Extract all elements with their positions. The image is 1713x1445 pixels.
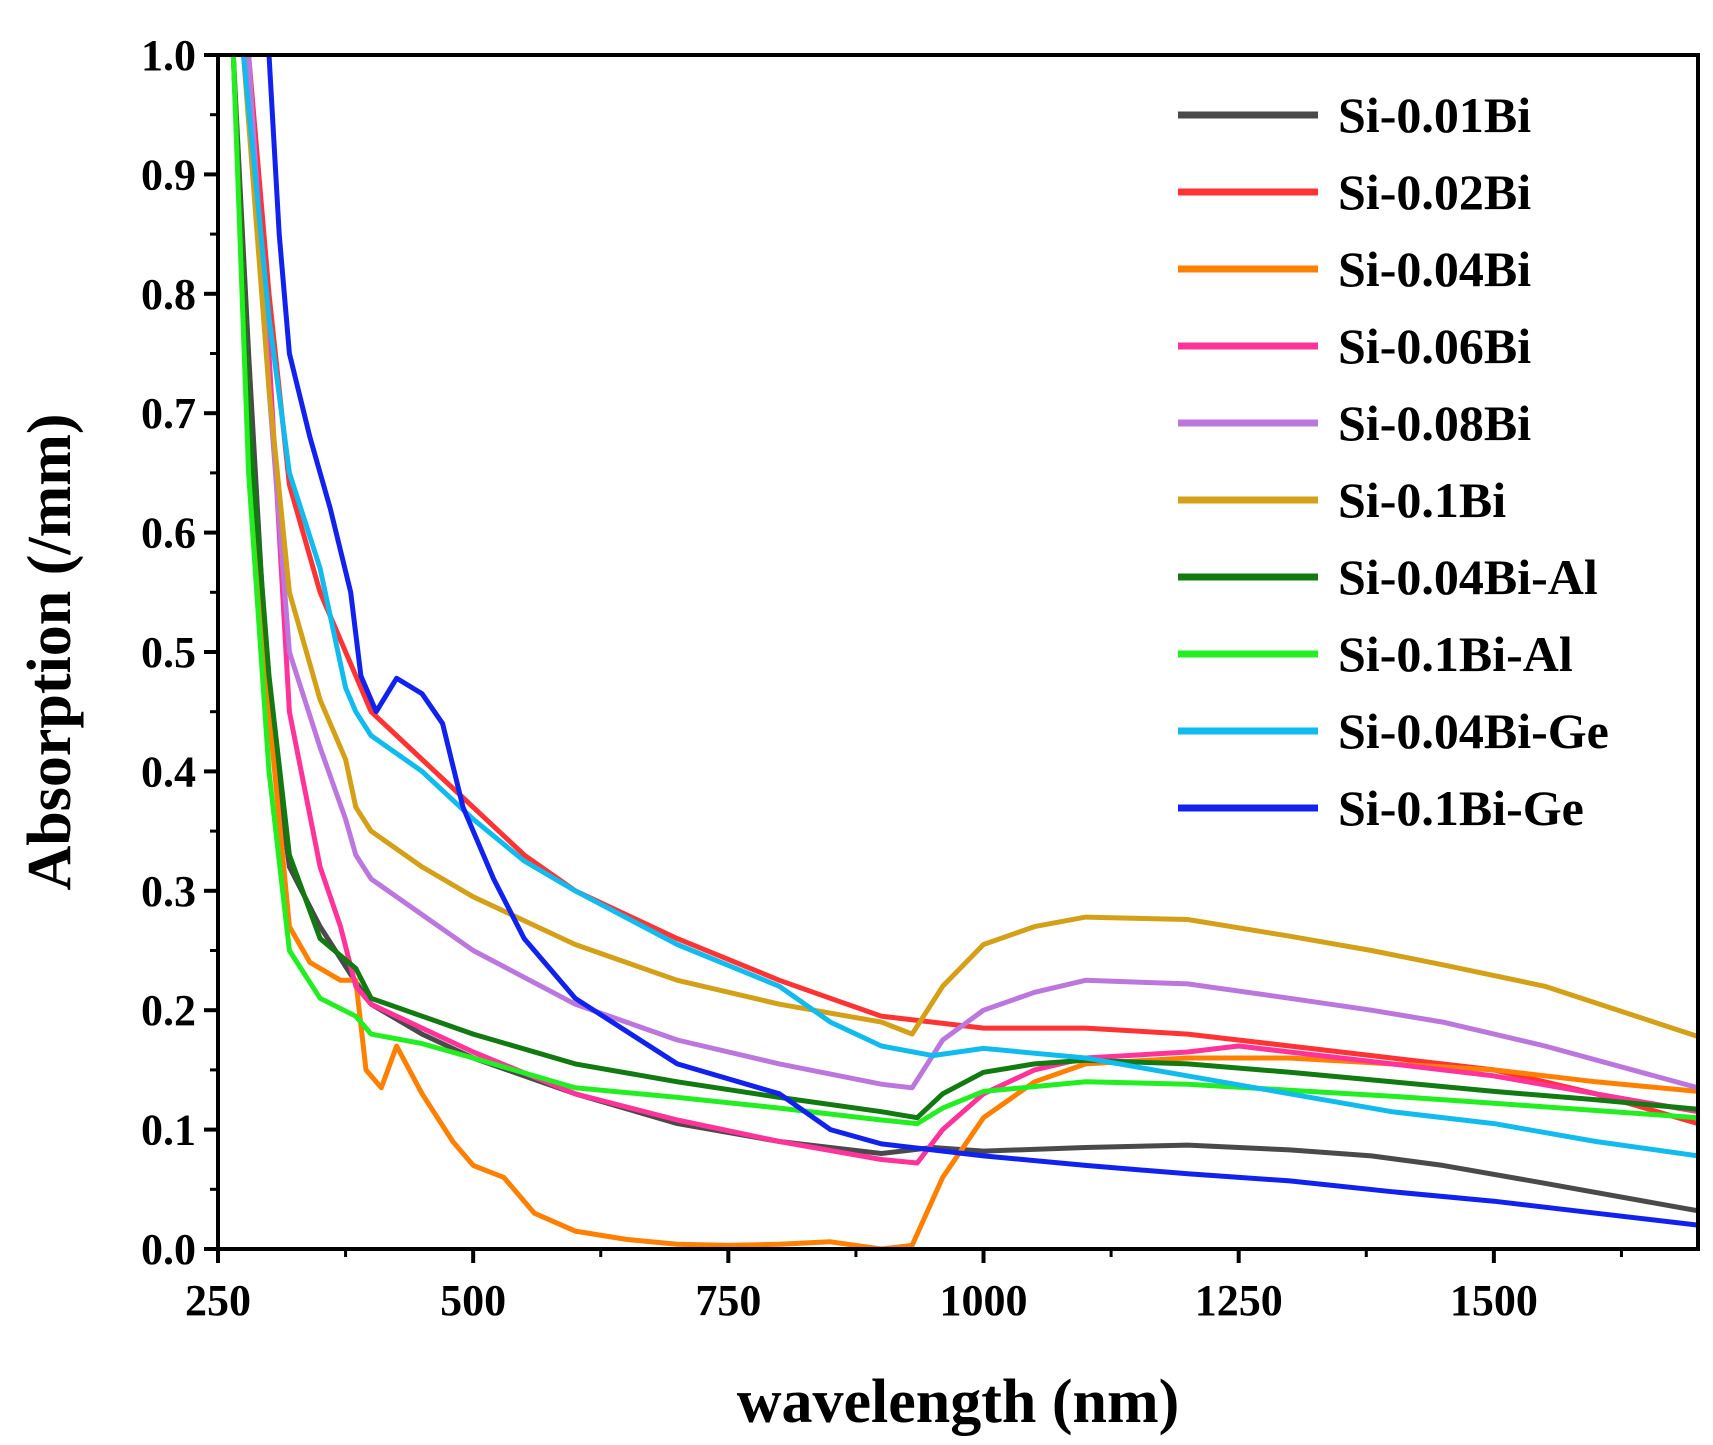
y-tick-label: 0.0 <box>141 1225 196 1274</box>
y-tick-label: 0.3 <box>141 867 196 916</box>
y-tick-label: 0.8 <box>141 270 196 319</box>
y-tick-label: 0.1 <box>141 1106 196 1155</box>
y-tick-label: 0.6 <box>141 509 196 558</box>
series-line-8 <box>241 55 1698 1159</box>
series-line-5 <box>241 55 1698 1039</box>
y-axis-title: Absorption (/mm) <box>16 413 84 890</box>
series-line-3 <box>246 55 1698 1166</box>
series-line-7 <box>230 55 1698 1127</box>
y-tick-label: 0.5 <box>141 628 196 677</box>
series-line-9 <box>266 55 1698 1228</box>
legend-label-8: Si-0.04Bi-Ge <box>1338 703 1609 759</box>
legend-label-6: Si-0.04Bi-Al <box>1338 549 1598 605</box>
x-tick-label: 1000 <box>940 1276 1028 1325</box>
series-line-4 <box>246 55 1698 1091</box>
y-tick-label: 0.2 <box>141 986 196 1035</box>
y-tick-label: 0.4 <box>141 747 196 796</box>
legend-label-2: Si-0.04Bi <box>1338 241 1531 297</box>
x-tick-label: 1250 <box>1195 1276 1283 1325</box>
legend-label-7: Si-0.1Bi-Al <box>1338 626 1573 682</box>
legend: Si-0.01Bi Si-0.02Bi Si-0.04Bi Si-0.06Bi Si-0… <box>1178 87 1609 836</box>
legend-label-0: Si-0.01Bi <box>1338 87 1531 143</box>
plot-series <box>230 55 1698 1249</box>
y-tick-label: 1.0 <box>141 31 196 80</box>
legend-label-1: Si-0.02Bi <box>1338 164 1531 220</box>
legend-label-3: Si-0.06Bi <box>1338 318 1531 374</box>
x-tick-label: 1500 <box>1450 1276 1538 1325</box>
axes: 250 500 750 1000 1250 1500 0.0 0.1 0.2 0.3 0.4 0.5 0… <box>141 31 1623 1325</box>
x-tick-label: 750 <box>695 1276 761 1325</box>
legend-label-5: Si-0.1Bi <box>1338 472 1506 528</box>
legend-label-4: Si-0.08Bi <box>1338 395 1531 451</box>
series-line-2 <box>230 55 1698 1249</box>
x-tick-label: 500 <box>440 1276 506 1325</box>
y-tick-label: 0.9 <box>141 150 196 199</box>
x-axis-title: wavelength (nm) <box>737 1368 1180 1436</box>
legend-label-9: Si-0.1Bi-Ge <box>1338 780 1584 836</box>
series-line-6 <box>230 55 1698 1121</box>
series-line-1 <box>246 55 1698 1127</box>
y-tick-label: 0.7 <box>141 389 196 438</box>
x-tick-label: 250 <box>185 1276 251 1325</box>
